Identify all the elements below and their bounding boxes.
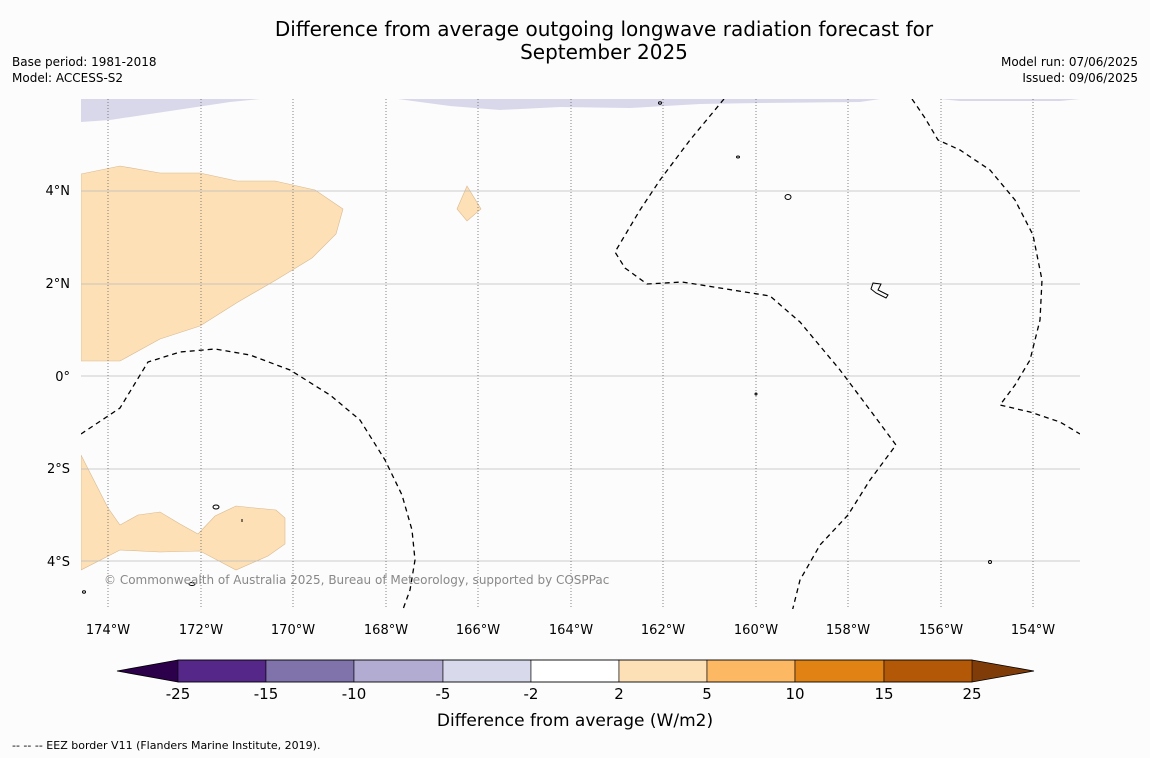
lon-label: 168°W	[364, 623, 408, 638]
longitude-labels: 174°W 172°W 170°W 168°W 166°W 164°W 162°…	[86, 623, 1055, 638]
colorbar-segment	[177, 659, 267, 683]
latitude-labels: 4°N 2°N 0° 2°S 4°S	[46, 184, 71, 570]
colorbar-segment	[706, 659, 796, 683]
colorbar-segment	[794, 659, 885, 683]
colorbar-tick: -10	[342, 685, 367, 703]
map-title: Difference from average outgoing longwav…	[0, 18, 1150, 64]
lat-label-2s: 2°S	[47, 462, 70, 477]
map-panel: © Commonwealth of Australia 2025, Bureau…	[81, 99, 1080, 609]
colorbar-tick: -2	[524, 685, 539, 703]
model-run: Model run: 07/06/2025	[1000, 55, 1138, 69]
lon-label: 162°W	[641, 623, 685, 638]
colorbar-tick: -5	[436, 685, 451, 703]
colorbar-label: Difference from average (W/m2)	[437, 711, 713, 731]
negative-anomaly-area	[940, 99, 1080, 101]
eez-border	[614, 99, 897, 609]
colorbar-outline	[116, 659, 1035, 683]
colorbar-tick: 2	[614, 685, 624, 703]
lat-label-4s: 4°S	[47, 555, 70, 570]
island	[754, 392, 758, 396]
lat-label-4n: 4°N	[46, 184, 71, 199]
base-period: Base period: 1981-2018	[12, 55, 157, 69]
colorbar-tick: 10	[785, 685, 804, 703]
colorbar-tick: 15	[874, 685, 893, 703]
lon-label: 170°W	[271, 623, 315, 638]
eez-footnote: -- -- -- EEZ border V11 (Flanders Marine…	[12, 739, 321, 752]
lat-label-2n: 2°N	[46, 277, 71, 292]
colorbar-tick: -15	[254, 685, 279, 703]
colorbar-segment	[265, 659, 355, 683]
eez-borders	[81, 99, 1080, 609]
meta-left: Base period: 1981-2018 Model: ACCESS-S2	[12, 54, 157, 86]
lon-label: 156°W	[919, 623, 963, 638]
colorbar-arrow-left	[117, 660, 178, 682]
negative-anomaly-area	[81, 99, 260, 122]
map-title-line1: Difference from average outgoing longwav…	[274, 17, 934, 41]
latitude-gridlines	[81, 190, 1080, 562]
lon-label: 158°W	[826, 623, 870, 638]
colorbar-segment	[353, 659, 444, 683]
colorbar-arrow-right	[972, 660, 1034, 682]
copyright-text: © Commonwealth of Australia 2025, Bureau…	[104, 573, 609, 587]
colorbar-segment	[530, 659, 620, 683]
island	[188, 582, 196, 586]
map-title-line2: September 2025	[520, 40, 688, 64]
lon-label: 174°W	[86, 623, 130, 638]
positive-anomaly-area	[81, 454, 286, 571]
eez-border	[81, 348, 416, 609]
island	[212, 504, 220, 510]
island	[736, 155, 740, 159]
meta-right: Model run: 07/06/2025 Issued: 09/06/2025	[1001, 54, 1138, 86]
eez-border	[911, 99, 1080, 435]
colorbar-segment	[442, 659, 532, 683]
negative-anomaly-area	[398, 99, 880, 110]
positive-anomaly-area	[456, 185, 482, 222]
colorbar-segment	[883, 659, 973, 683]
lon-label: 172°W	[179, 623, 223, 638]
island	[988, 560, 992, 564]
island	[784, 194, 792, 200]
lon-label: 160°W	[734, 623, 778, 638]
colorbar: -25 -15 -10 -5 -2 2 5 10 15 25 Differenc…	[116, 659, 1035, 731]
colorbar-tick: 25	[962, 685, 981, 703]
issued-date: Issued: 09/06/2025	[1022, 71, 1138, 85]
longitude-gridlines	[107, 99, 1034, 609]
model-name: Model: ACCESS-S2	[12, 71, 124, 85]
colorbar-tick: -25	[166, 685, 191, 703]
lon-label: 166°W	[456, 623, 500, 638]
lon-label: 164°W	[549, 623, 593, 638]
colorbar-ticks: -25 -15 -10 -5 -2 2 5 10 15 25	[166, 685, 982, 703]
lat-label-0: 0°	[55, 370, 70, 385]
island	[82, 590, 86, 594]
island	[870, 282, 889, 299]
positive-anomaly-area	[81, 165, 344, 362]
islands	[82, 101, 992, 594]
colorbar-tick: 5	[702, 685, 712, 703]
island	[658, 101, 662, 105]
colorbar-segment	[618, 659, 708, 683]
lon-label: 154°W	[1011, 623, 1055, 638]
